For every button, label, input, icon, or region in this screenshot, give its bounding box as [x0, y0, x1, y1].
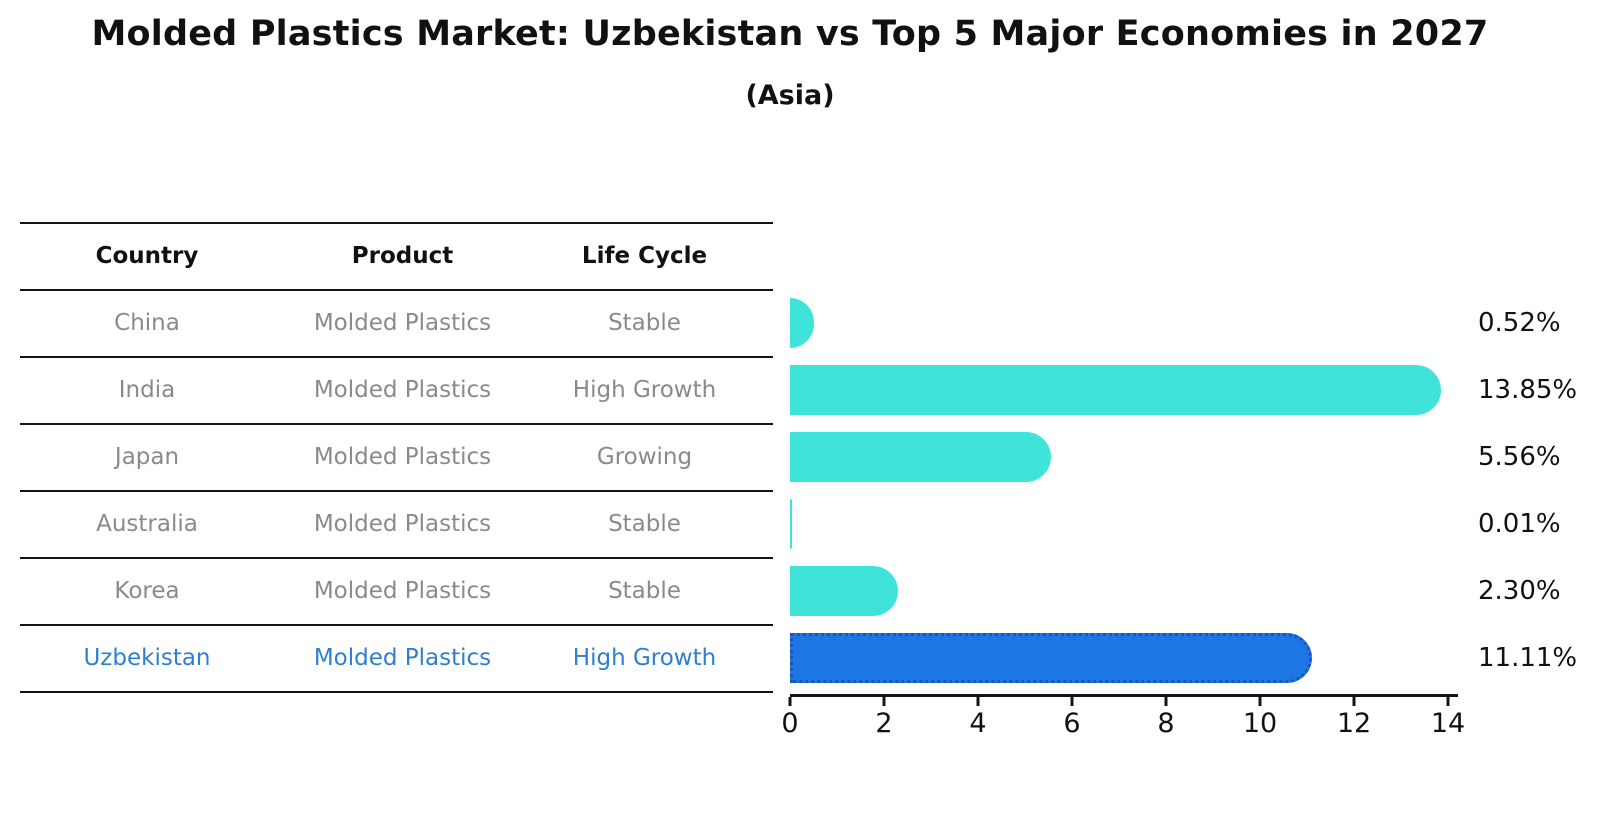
bar-china [790, 298, 815, 348]
x-tick-mark [976, 697, 980, 706]
cell-product: Molded Plastics [313, 376, 492, 403]
table-header-row: Country Product Life Cycle [20, 222, 758, 289]
x-tick-label: 8 [1157, 708, 1175, 739]
cell-product: Molded Plastics [313, 577, 492, 604]
row-divider [20, 490, 773, 492]
table-row: Australia Molded Plastics Stable [20, 490, 758, 557]
cell-life-cycle: Growing [596, 443, 693, 470]
cell-life-cycle: Stable [608, 510, 681, 537]
column-header-country: Country [95, 242, 199, 269]
x-tick-label: 4 [969, 708, 987, 739]
x-tick-mark [1258, 697, 1262, 706]
x-tick-mark [788, 697, 792, 706]
x-tick-label: 12 [1336, 708, 1372, 739]
x-tick-mark [1070, 697, 1074, 706]
cell-country: India [118, 376, 176, 403]
x-axis-line [790, 694, 1458, 697]
bar-korea [790, 566, 899, 616]
cell-country: Australia [96, 510, 198, 537]
value-label-china: 0.52% [1478, 308, 1561, 338]
row-divider [20, 557, 773, 559]
cell-life-cycle: Stable [608, 577, 681, 604]
table-border-bottom [20, 691, 773, 693]
x-tick-mark [1446, 697, 1450, 706]
table-header-divider [20, 289, 773, 291]
value-label-japan: 5.56% [1478, 442, 1561, 472]
table-row: China Molded Plastics Stable [20, 289, 758, 356]
cell-country: Uzbekistan [83, 644, 211, 671]
row-divider [20, 356, 773, 358]
table-row: Korea Molded Plastics Stable [20, 557, 758, 624]
chart-title: Molded Plastics Market: Uzbekistan vs To… [91, 14, 1489, 54]
bar-india [790, 365, 1441, 415]
column-header-life-cycle: Life Cycle [581, 242, 708, 269]
column-header-product: Product [351, 242, 454, 269]
table-row: India Molded Plastics High Growth [20, 356, 758, 423]
bar-australia [790, 499, 792, 549]
table-border-top [20, 222, 773, 224]
x-tick-mark [1352, 697, 1356, 706]
x-tick-mark [1164, 697, 1168, 706]
x-tick-mark [882, 697, 886, 706]
row-divider [20, 423, 773, 425]
x-tick-label: 14 [1430, 708, 1466, 739]
value-label-korea: 2.30% [1478, 576, 1561, 606]
x-tick-label: 2 [875, 708, 893, 739]
table-row: Japan Molded Plastics Growing [20, 423, 758, 490]
cell-product: Molded Plastics [313, 510, 492, 537]
x-tick-label: 6 [1063, 708, 1081, 739]
x-tick-label: 10 [1242, 708, 1278, 739]
cell-life-cycle: High Growth [572, 644, 717, 671]
cell-product: Molded Plastics [313, 309, 492, 336]
cell-country: China [114, 309, 180, 336]
value-label-uzbekistan: 11.11% [1478, 643, 1578, 673]
cell-country: Korea [114, 577, 180, 604]
x-tick-label: 0 [781, 708, 799, 739]
row-divider [20, 624, 773, 626]
table-row-uzbekistan: Uzbekistan Molded Plastics High Growth [20, 624, 758, 691]
cell-life-cycle: Stable [608, 309, 681, 336]
bar-japan [790, 432, 1052, 482]
cell-country: Japan [114, 443, 180, 470]
value-label-australia: 0.01% [1478, 509, 1561, 539]
cell-product: Molded Plastics [313, 644, 492, 671]
bar-uzbekistan [790, 633, 1313, 683]
chart-subtitle: (Asia) [745, 80, 835, 111]
cell-product: Molded Plastics [313, 443, 492, 470]
cell-life-cycle: High Growth [572, 376, 717, 403]
value-label-india: 13.85% [1478, 375, 1578, 405]
